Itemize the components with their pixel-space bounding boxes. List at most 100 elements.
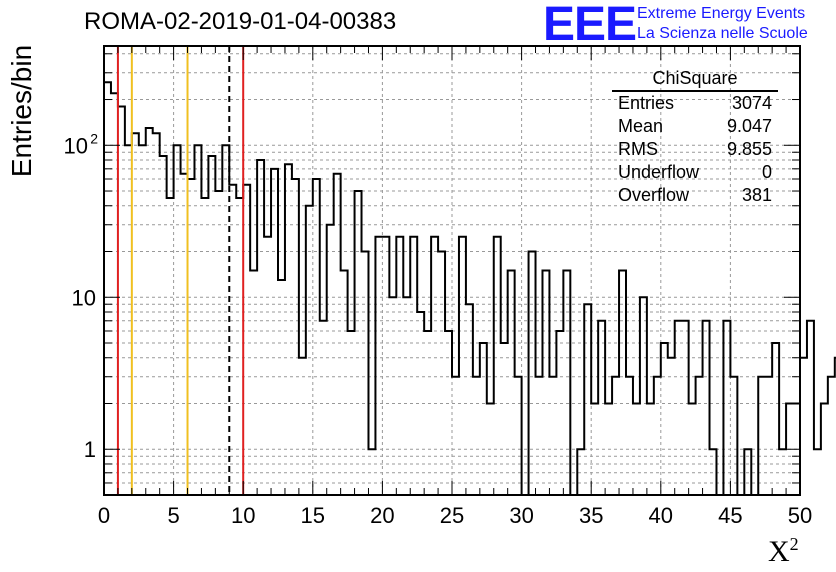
histogram-bin: [480, 343, 487, 495]
histogram-bin: [584, 304, 591, 495]
histogram-bin: [563, 271, 570, 496]
histogram-bin: [167, 198, 174, 495]
histogram-bin: [194, 145, 201, 495]
histogram-bin: [438, 252, 445, 495]
histogram-bin: [431, 237, 438, 495]
histogram-bin: [445, 331, 452, 495]
histogram-bin: [104, 82, 111, 495]
histogram-bin: [215, 191, 222, 495]
histogram-bin: [111, 93, 118, 495]
histogram-bin: [424, 331, 431, 495]
histogram-bin: [452, 377, 459, 495]
histogram-bin: [368, 449, 375, 495]
histogram-bin: [549, 377, 556, 495]
histogram-bin: [257, 160, 264, 495]
histogram-bin: [696, 377, 703, 495]
histogram-bin: [146, 128, 153, 495]
stats-box: ChiSquare Entries 3074 Mean 9.047 RMS 9.855…: [612, 67, 778, 207]
histogram-bin: [640, 297, 647, 495]
stats-row: RMS 9.855: [618, 139, 772, 159]
histogram-bin: [723, 321, 730, 495]
histogram-bin: [508, 271, 515, 496]
histogram-bin: [139, 145, 146, 495]
histogram-bin: [710, 449, 717, 495]
histogram-bin: [591, 403, 598, 495]
eee-logo: EEE: [543, 0, 637, 51]
histogram-bin: [828, 377, 835, 495]
histogram-bin: [236, 198, 243, 495]
x-tick-label: 15: [301, 503, 325, 528]
histogram-bin: [278, 280, 285, 495]
histogram-bin: [313, 179, 320, 495]
y-tick-label: 10: [72, 285, 96, 310]
y-tick-label-exponent: 2: [90, 130, 98, 146]
histogram-bin: [703, 321, 710, 495]
histogram-bin: [556, 331, 563, 495]
histogram-bin: [529, 252, 536, 495]
histogram-bin: [320, 321, 327, 495]
histogram-bin: [375, 237, 382, 495]
histogram-bin: [188, 179, 195, 495]
histogram-bin: [689, 403, 696, 495]
histogram-bin: [647, 403, 654, 495]
histogram-bin: [250, 271, 257, 496]
histogram-bin: [800, 358, 807, 495]
histogram-bin: [125, 145, 132, 495]
x-tick-label: 50: [788, 503, 812, 528]
histogram-bin: [661, 343, 668, 495]
histogram-bin: [654, 377, 661, 495]
histogram-bin: [772, 343, 779, 495]
histogram-bin: [577, 449, 584, 495]
histogram-bin: [153, 133, 160, 495]
histogram-bin: [348, 331, 355, 495]
histogram-bin: [362, 252, 369, 495]
histogram-bin: [389, 297, 396, 495]
histogram-bin: [626, 377, 633, 495]
x-tick-label: 25: [440, 503, 464, 528]
histogram-bin: [417, 312, 424, 495]
histogram-bin: [744, 449, 751, 495]
histogram-bin: [814, 449, 821, 495]
histogram-bin: [675, 321, 682, 495]
stats-title: ChiSquare: [612, 67, 778, 92]
histogram-bin: [536, 377, 543, 495]
histogram-bin: [118, 106, 125, 495]
histogram-bin: [668, 358, 675, 495]
histogram-bin: [821, 403, 828, 495]
histogram-bin: [598, 321, 605, 495]
histogram-bin: [730, 377, 737, 495]
histogram-bin: [396, 237, 403, 495]
histogram-bin: [264, 237, 271, 495]
histogram-bin: [765, 377, 772, 495]
histogram-bin: [160, 156, 167, 495]
histogram-bin: [271, 169, 278, 495]
histogram-bin: [243, 185, 250, 495]
x-tick-label: 45: [718, 503, 742, 528]
y-axis-label: Entries/bin: [6, 44, 37, 178]
histogram-bin: [382, 237, 389, 495]
x-tick-label: 30: [509, 503, 533, 528]
histogram-bin: [515, 377, 522, 495]
histogram-bin: [174, 145, 181, 495]
x-tick-label: 20: [370, 503, 394, 528]
histogram-bin: [487, 403, 494, 495]
x-axis-label: X2: [768, 534, 799, 568]
histogram-bin: [466, 304, 473, 495]
histogram-bin: [605, 403, 612, 495]
histogram-bin: [306, 206, 313, 495]
histogram-bin: [758, 377, 765, 495]
histogram-bin: [459, 237, 466, 495]
histogram-bin: [612, 377, 619, 495]
histogram-bin: [779, 449, 786, 495]
histogram-bin: [355, 191, 362, 495]
histogram-bin: [410, 237, 417, 495]
histogram-bin: [132, 133, 139, 495]
histogram-bin: [542, 271, 549, 496]
histogram-bin: [341, 271, 348, 496]
histogram-bin: [807, 321, 814, 495]
logo-line-2: La Scienza nelle Scuole: [637, 25, 808, 42]
histogram-bin: [473, 377, 480, 495]
histogram-bin: [334, 174, 341, 495]
x-tick-label: 0: [98, 503, 110, 528]
